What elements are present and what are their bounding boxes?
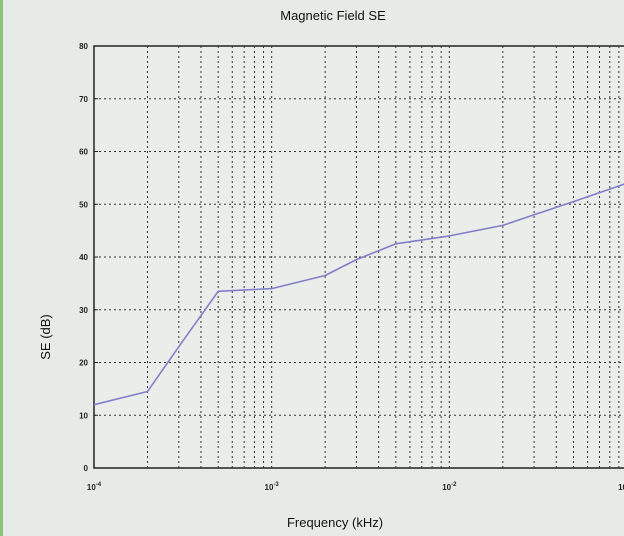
y-axis-label: SE (dB) xyxy=(38,314,53,360)
y-tick-label: 70 xyxy=(79,95,88,104)
y-tick-label: 80 xyxy=(79,42,88,51)
chart: Magnetic Field SE 0 10 20 30 40 50 60 70 80 10-4… xyxy=(38,8,624,530)
y-tick-label: 10 xyxy=(79,411,88,420)
x-axis-ticks: 10-4 10-3 10-2 10 xyxy=(87,482,624,492)
y-tick-label: 40 xyxy=(79,253,88,262)
y-axis-ticks: 0 10 20 30 40 50 60 70 80 xyxy=(79,42,98,473)
y-tick-label: 30 xyxy=(79,306,88,315)
x-axis-label: Frequency (kHz) xyxy=(287,515,383,530)
y-tick-label: 50 xyxy=(79,200,88,209)
x-tick-label: 10-2 xyxy=(442,482,457,492)
x-tick-label: 10 xyxy=(618,483,624,492)
chart-title: Magnetic Field SE xyxy=(280,8,386,23)
x-tick-label: 10-4 xyxy=(87,482,102,492)
y-tick-label: 20 xyxy=(79,359,88,368)
y-tick-label: 0 xyxy=(84,464,89,473)
x-tick-label: 10-3 xyxy=(265,482,280,492)
grid xyxy=(94,46,624,468)
series-group xyxy=(93,183,624,406)
y-tick-label: 60 xyxy=(79,148,88,157)
series-line-1 xyxy=(93,183,624,406)
